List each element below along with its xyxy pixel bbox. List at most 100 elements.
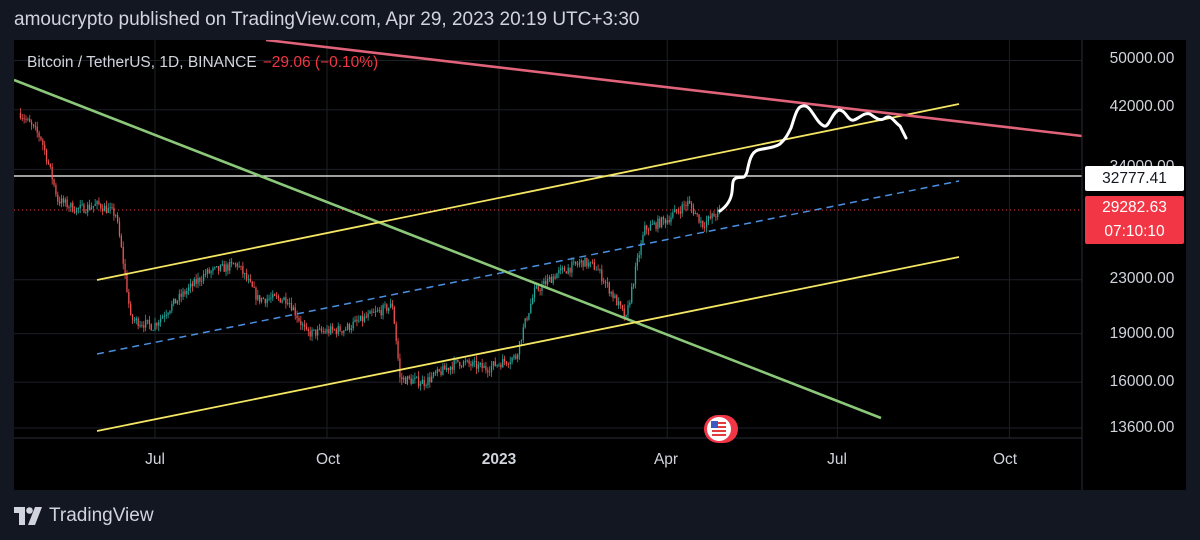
candle-body <box>44 144 46 151</box>
candle-body <box>328 329 330 334</box>
candle-body <box>313 329 315 331</box>
candle-body <box>356 319 358 322</box>
candle-body <box>532 297 534 304</box>
candle-body <box>522 327 524 340</box>
candle-body <box>423 379 425 386</box>
candle-body <box>539 290 541 291</box>
candle-body <box>131 314 134 321</box>
candle-body <box>619 301 622 306</box>
candle-body <box>145 319 147 328</box>
candle-body <box>283 297 285 301</box>
candle-body <box>199 278 201 282</box>
candle-body <box>487 370 489 373</box>
candle-body <box>167 313 169 315</box>
candle-body <box>367 313 369 318</box>
candle-body <box>438 369 440 372</box>
candle-body <box>245 273 248 280</box>
candle-body <box>231 261 233 264</box>
chart-panel[interactable]: Bitcoin / TetherUS, 1D, BINANCE −29.06 (−… <box>14 40 1186 490</box>
candle-body <box>292 307 294 311</box>
candle-body <box>675 209 678 212</box>
candle-body <box>128 292 130 304</box>
candle-body <box>431 376 433 383</box>
channel-top-line <box>96 103 960 281</box>
candle-body <box>689 200 691 204</box>
candle-body <box>498 364 500 366</box>
candle-body <box>103 205 106 212</box>
candle-body <box>331 326 334 330</box>
us-flag-icon[interactable] <box>703 413 739 445</box>
candle-body <box>451 366 453 370</box>
candle-body <box>524 318 526 328</box>
tradingview-logo-icon <box>14 507 42 525</box>
candle-body <box>212 268 214 272</box>
candle-body <box>466 360 468 362</box>
candle-body <box>666 220 668 224</box>
price-chart[interactable] <box>14 40 1186 490</box>
time-label: Jul <box>145 451 165 468</box>
candle-body <box>341 331 343 333</box>
candle-body <box>685 205 687 207</box>
candle-body <box>57 194 59 202</box>
candle-body <box>290 302 293 311</box>
candle-body <box>545 280 547 285</box>
candle-body <box>546 278 549 285</box>
candle-body <box>30 122 33 125</box>
candle-body <box>234 263 237 265</box>
candle-body <box>679 211 681 214</box>
candle-body <box>90 207 93 210</box>
candle-body <box>632 283 635 287</box>
candle-body <box>240 265 242 267</box>
candle-body <box>556 273 558 279</box>
candle-body <box>442 365 444 375</box>
last-price-tag: 29282.63 07:10:10 <box>1085 196 1184 244</box>
candle-body <box>156 323 158 326</box>
candle-body <box>500 364 502 368</box>
candle-body <box>584 257 586 267</box>
candle-body <box>193 279 195 287</box>
candle-body <box>378 310 380 311</box>
candle-body <box>479 363 481 365</box>
candle-body <box>509 362 511 365</box>
time-label: Oct <box>315 451 341 468</box>
time-label: Apr <box>653 451 679 468</box>
candle-body <box>412 379 414 384</box>
candle-body <box>115 215 117 217</box>
candle-body <box>698 214 700 223</box>
candle-body <box>204 273 207 275</box>
candle-body <box>389 303 392 308</box>
candle-body <box>490 365 493 372</box>
candle-body <box>173 298 175 304</box>
candle-body <box>150 324 152 331</box>
candle-body <box>214 267 216 269</box>
candle-body <box>659 218 661 228</box>
footer-brand: TradingView <box>49 505 154 526</box>
candle-body <box>180 293 182 297</box>
candle-body <box>593 262 595 270</box>
candle-body <box>408 376 410 379</box>
candle-body <box>354 319 356 322</box>
candle-body <box>47 161 50 164</box>
candle-body <box>657 218 659 229</box>
candle-body <box>303 324 306 327</box>
candle-body <box>206 269 208 275</box>
candle-body <box>285 297 287 304</box>
candle-body <box>711 213 713 219</box>
candle-body <box>393 307 395 324</box>
candle-body <box>513 355 515 358</box>
candle-body <box>266 299 268 304</box>
candle-body <box>161 316 164 319</box>
candle-body <box>569 267 571 273</box>
candle-body <box>421 379 423 384</box>
candle-body <box>702 220 704 228</box>
candle-body <box>275 295 278 297</box>
candle-body <box>634 266 637 284</box>
candle-body <box>348 323 351 331</box>
candle-body <box>537 286 539 291</box>
candle-body <box>124 263 126 274</box>
price-label: 50000.00 <box>1109 50 1175 67</box>
candle-body <box>330 326 332 334</box>
candle-body <box>120 235 122 247</box>
candle-body <box>294 307 296 316</box>
candle-body <box>186 290 188 295</box>
